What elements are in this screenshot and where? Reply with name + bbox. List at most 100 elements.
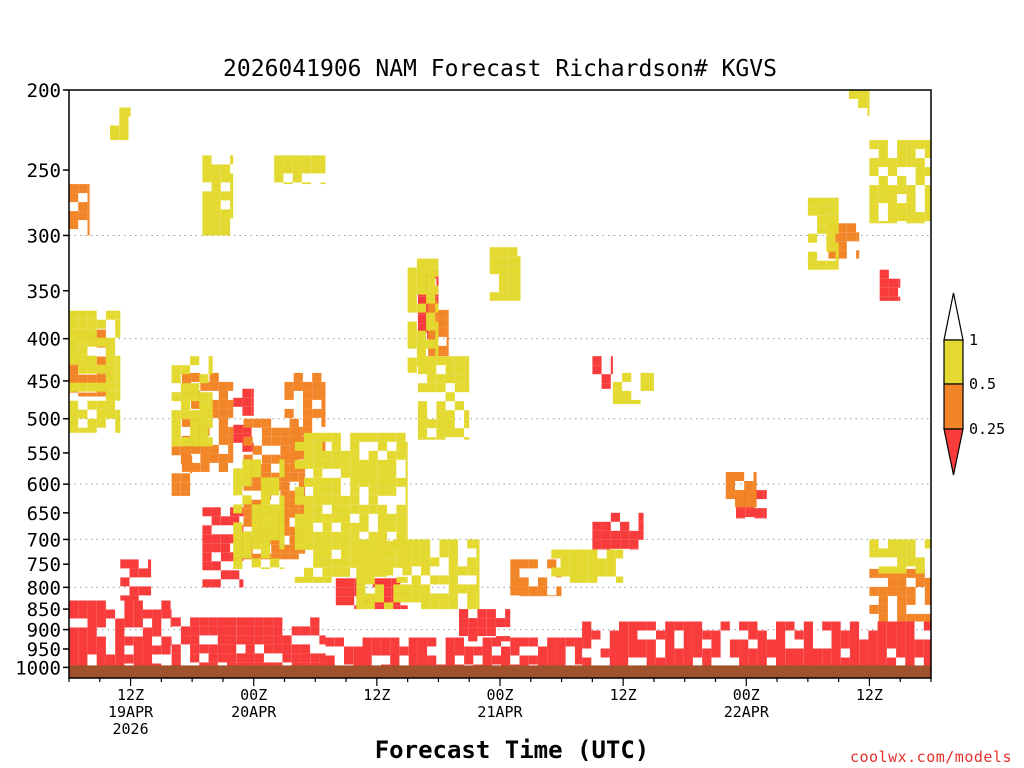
ri-cell-yellow [435, 303, 439, 313]
ri-cell-yellow [96, 400, 106, 410]
ri-cell-red [208, 644, 218, 654]
ri-cell-yellow [313, 486, 323, 496]
ri-cell-yellow [396, 477, 406, 487]
ri-cell-red [482, 646, 492, 656]
ri-cell-orange [878, 586, 888, 596]
ri-cell-yellow [402, 593, 412, 603]
ri-cell-yellow [867, 99, 870, 108]
ri-cell-red [574, 637, 583, 647]
ri-cell-yellow [405, 576, 408, 583]
ri-cell-yellow [115, 409, 121, 419]
ri-cell-orange [87, 374, 97, 384]
ri-cell-orange [96, 374, 106, 384]
ri-cell-red [353, 655, 363, 665]
ri-cell-orange [252, 553, 262, 560]
ri-cell-yellow [569, 558, 579, 568]
ri-cell-red [776, 657, 786, 667]
ri-cell-red [254, 662, 264, 668]
ri-cell-yellow [260, 477, 271, 487]
ri-cell-red [264, 662, 274, 668]
ri-cell-orange [228, 453, 234, 463]
ri-cell-orange [321, 444, 326, 454]
ri-cell-orange [289, 553, 299, 560]
ri-cell-yellow [208, 401, 213, 411]
ri-cell-yellow [292, 155, 302, 165]
ri-cell-yellow [387, 450, 397, 460]
ri-cell-yellow [439, 575, 449, 585]
ri-cell-yellow [350, 450, 360, 460]
ri-cell-yellow [180, 383, 191, 393]
ri-cell-yellow [78, 337, 88, 347]
ri-cell-yellow [368, 486, 378, 496]
ri-cell-red [629, 548, 639, 550]
ri-cell-red [757, 648, 767, 658]
ri-cell-red [822, 621, 832, 631]
ri-cell-yellow [202, 191, 212, 201]
ri-cell-red [353, 646, 363, 656]
ri-cell-yellow [622, 399, 632, 405]
ri-cell-orange [190, 455, 193, 465]
ri-cell-yellow [313, 531, 323, 541]
ri-cell-yellow [331, 504, 341, 514]
ri-cell-red [227, 635, 237, 645]
ri-cell-yellow [560, 558, 570, 568]
ri-cell-red [868, 648, 878, 658]
ri-cell-orange [519, 595, 529, 597]
ri-cell-red [345, 596, 355, 606]
ri-cell-red [739, 657, 749, 667]
ri-cell-yellow [396, 576, 406, 583]
ri-cell-red [482, 637, 492, 647]
ri-cell-yellow [115, 427, 121, 433]
ri-cell-red [273, 626, 283, 636]
ri-cell-orange [321, 417, 326, 427]
ri-cell-yellow [588, 567, 598, 577]
ri-cell-orange [200, 381, 210, 391]
ri-cell-yellow [359, 477, 369, 487]
ri-cell-red [822, 657, 832, 667]
ri-cell-orange [897, 595, 907, 605]
ri-cell-yellow [180, 437, 191, 447]
ri-cell-red [242, 397, 252, 407]
ri-cell-yellow [924, 203, 931, 213]
ri-cell-yellow [915, 158, 925, 168]
ri-cell-yellow [202, 227, 212, 236]
ri-cell-orange [69, 211, 79, 221]
ri-cell-orange [261, 463, 272, 473]
ri-cell-orange [280, 517, 290, 527]
ri-cell-orange [171, 482, 181, 492]
ri-cell-yellow [87, 400, 97, 410]
ri-cell-yellow [417, 437, 428, 440]
ri-cell-yellow [340, 450, 351, 460]
ri-cell-orange [243, 508, 253, 518]
ri-cell-yellow [199, 374, 209, 384]
ri-cell-orange [209, 453, 219, 463]
ri-cell-red [233, 424, 243, 434]
ri-cell-yellow [270, 558, 280, 568]
ri-cell-yellow [283, 155, 293, 165]
ri-cell-yellow [233, 540, 243, 550]
ri-cell-yellow [878, 140, 888, 150]
ri-cell-yellow [230, 191, 234, 201]
ri-cell-yellow [356, 548, 366, 558]
ri-cell-yellow [374, 539, 384, 549]
ri-cell-orange [171, 446, 181, 456]
ri-cell-yellow [69, 328, 79, 338]
ri-cell-yellow [313, 468, 323, 478]
ri-cell-yellow [340, 567, 351, 577]
ri-cell-yellow [835, 215, 839, 225]
ri-cell-red [236, 626, 246, 636]
ri-cell-yellow [377, 459, 388, 469]
ri-cell-yellow [190, 419, 200, 429]
ri-cell-yellow [87, 382, 97, 392]
ri-cell-red [334, 637, 344, 647]
ri-cell-yellow [649, 381, 654, 391]
ri-cell-orange [428, 327, 438, 337]
ri-cell-yellow [817, 260, 827, 270]
ri-cell-orange [735, 472, 745, 481]
ri-cell-orange [538, 586, 548, 596]
ri-cell-red [840, 639, 850, 649]
ri-cell-yellow [464, 383, 470, 393]
ri-cell-orange [280, 490, 290, 500]
ri-cell-red [803, 621, 813, 631]
ri-cell-orange [280, 499, 290, 509]
